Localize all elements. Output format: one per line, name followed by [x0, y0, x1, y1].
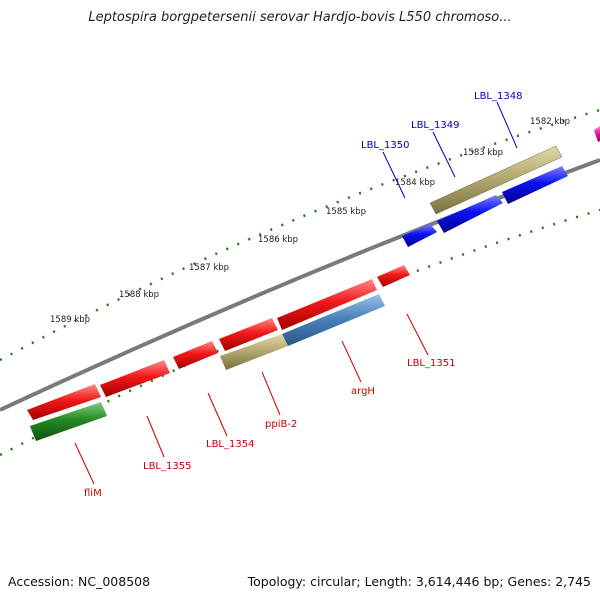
gene-label-LBL_1355: LBL_1355 — [143, 461, 191, 472]
gene-label-LBL_1351: LBL_1351 — [407, 358, 455, 369]
gene-LBL_1351[interactable] — [377, 265, 410, 287]
gene-magenta[interactable] — [594, 126, 600, 142]
gene-label-argH: argH — [351, 386, 375, 397]
leader-lines-blue — [382, 101, 518, 199]
tick-label: 1582 kbp — [530, 117, 570, 127]
gene-LBL_1354-red[interactable] — [173, 318, 278, 369]
gene-label-LBL_1350: LBL_1350 — [361, 140, 409, 151]
tick-label: 1588 kbp — [119, 290, 159, 300]
gene-label-ppiB-2: ppiB-2 — [265, 419, 297, 430]
tick-label: 1585 kbp — [326, 207, 366, 217]
gene-LBL_1349[interactable] — [437, 195, 503, 233]
accession-label: Accession: NC_008508 — [8, 574, 151, 589]
gene-ppiB-2[interactable] — [220, 334, 288, 370]
gene-label-LBL_1354: LBL_1354 — [206, 439, 254, 450]
gene-LBL_1350[interactable] — [502, 166, 568, 204]
gene-LBL_1348[interactable] — [429, 145, 563, 215]
gene-label-LBL_1349: LBL_1349 — [411, 120, 459, 131]
gene-fliM[interactable] — [30, 402, 107, 441]
tick-label: 1584 kbp — [395, 178, 435, 188]
gene-unlabeled-blue[interactable] — [402, 224, 437, 247]
gene-label-LBL_1348: LBL_1348 — [474, 91, 522, 102]
map-title: Leptospira borgpetersenii serovar Hardjo… — [88, 10, 512, 25]
topology-summary: Topology: circular; Length: 3,614,446 bp… — [247, 574, 591, 589]
gene-argH[interactable] — [277, 279, 385, 346]
tick-label: 1589 kbp — [50, 315, 90, 325]
gene-label-fliM: fliM — [84, 488, 102, 499]
tick-label: 1583 kbp — [463, 148, 503, 158]
tick-label: 1587 kbp — [189, 263, 229, 273]
tick-label: 1586 kbp — [258, 235, 298, 245]
gene-LBL_1355[interactable] — [27, 360, 170, 420]
leader-lines-red — [74, 313, 429, 485]
